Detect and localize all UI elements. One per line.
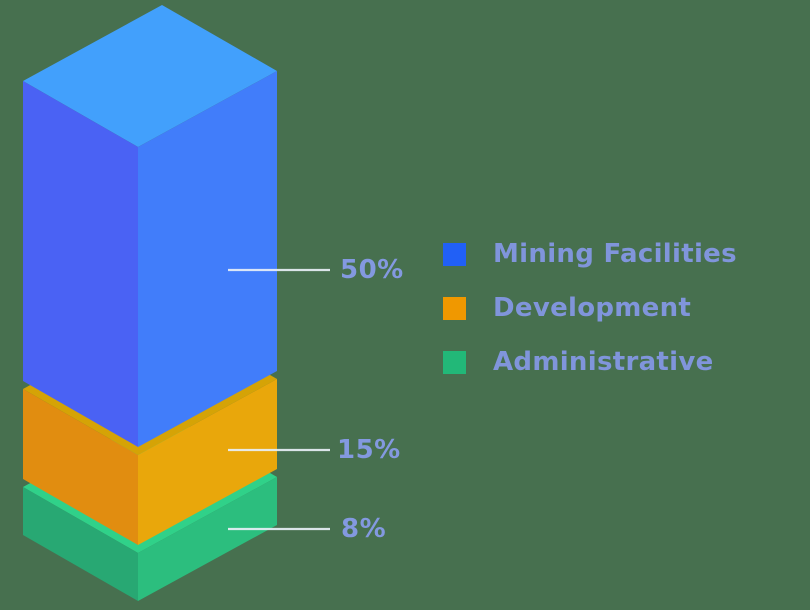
legend-swatch-administrative bbox=[443, 350, 466, 374]
segment-development-right-face bbox=[138, 379, 277, 545]
value-label-development: 15% bbox=[337, 435, 401, 465]
legend-label-mining-facilities: Mining Facilities bbox=[493, 239, 737, 269]
legend-swatch-mining-facilities bbox=[443, 242, 466, 266]
value-label-administrative: 8% bbox=[341, 514, 387, 544]
segment-mining-facilities-top-face bbox=[23, 5, 277, 147]
segment-mining-facilities-left-face bbox=[23, 81, 138, 447]
segment-development-left-face bbox=[23, 389, 138, 545]
legend-item-development: Development bbox=[443, 293, 737, 323]
segment-administrative-left-face bbox=[23, 487, 138, 601]
legend-swatch-development bbox=[443, 296, 466, 320]
legend-label-administrative: Administrative bbox=[493, 347, 714, 377]
chart-legend: Mining Facilities Development Administra… bbox=[443, 239, 737, 377]
value-label-mining-facilities: 50% bbox=[340, 255, 404, 285]
legend-label-development: Development bbox=[493, 293, 692, 323]
legend-item-mining-facilities: Mining Facilities bbox=[443, 239, 737, 269]
segment-administrative-right-face bbox=[138, 477, 277, 601]
segment-mining-facilities-right-face bbox=[138, 71, 277, 447]
legend-item-administrative: Administrative bbox=[443, 347, 737, 377]
